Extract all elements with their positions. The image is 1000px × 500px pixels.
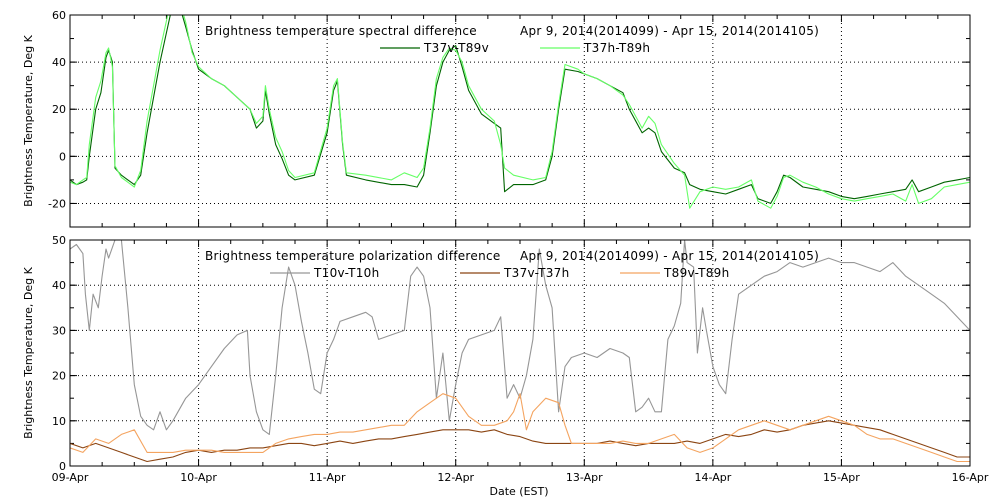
series-line-T10v-T10h xyxy=(70,240,970,435)
x-tick-label: 10-Apr xyxy=(180,471,217,484)
x-tick-label: 13-Apr xyxy=(566,471,603,484)
y-tick-label: 30 xyxy=(52,324,66,337)
legend-label: T37v-T37h xyxy=(503,266,570,280)
y-tick-label: 40 xyxy=(52,279,66,292)
x-tick-label: 11-Apr xyxy=(309,471,346,484)
y-axis-label: Brightness Temperature, Deg K xyxy=(22,34,35,206)
legend-label: T37h-T89h xyxy=(583,41,650,55)
series-group xyxy=(70,15,970,209)
series-line-T37h-T89h xyxy=(70,15,970,209)
series-line-T89v-T89h xyxy=(70,393,970,463)
y-axis-label: Brightness Temperature, Deg K xyxy=(22,266,35,438)
plot-frame xyxy=(69,239,971,467)
y-tick-label: 0 xyxy=(59,150,66,163)
plot-frame xyxy=(69,14,971,228)
y-tick-label: 50 xyxy=(52,234,66,247)
y-tick-label: 0 xyxy=(59,460,66,473)
y-tick-label: 60 xyxy=(52,9,66,22)
x-tick-label: 14-Apr xyxy=(694,471,731,484)
x-axis-label: Date (EST) xyxy=(489,485,548,498)
chart-date-range: Apr 9, 2014(2014099) - Apr 15, 2014(2014… xyxy=(520,249,819,263)
x-tick-label: 16-Apr xyxy=(952,471,989,484)
chart-date-range: Apr 9, 2014(2014099) - Apr 15, 2014(2014… xyxy=(520,24,819,38)
legend-label: T89v-T89h xyxy=(663,266,730,280)
y-tick-label: 40 xyxy=(52,56,66,69)
chart-title: Brightness temperature polarization diff… xyxy=(205,249,501,263)
x-tick-label: 12-Apr xyxy=(437,471,474,484)
series-line-T37v-T37h xyxy=(70,420,970,463)
x-tick-label: 15-Apr xyxy=(823,471,860,484)
chart-title: Brightness temperature spectral differen… xyxy=(205,24,477,38)
series-line-T37v-T89v xyxy=(70,15,970,204)
series-group xyxy=(70,240,970,463)
y-tick-label: 20 xyxy=(52,103,66,116)
legend-label: T10v-T10h xyxy=(313,266,380,280)
legend-label: T37v-T89v xyxy=(423,41,489,55)
y-tick-label: 20 xyxy=(52,370,66,383)
spectral-difference-panel: -20 0 20 40 60 Brightness temperature spectra… xyxy=(22,9,971,228)
y-tick-label: 10 xyxy=(52,415,66,428)
polarization-difference-panel: 0 10 20 30 40 50 09-Apr 10-Apr 11-Apr 12-Apr 13-Ap… xyxy=(22,234,989,498)
y-tick-label: -20 xyxy=(48,197,66,210)
x-tick-label: 09-Apr xyxy=(52,471,89,484)
